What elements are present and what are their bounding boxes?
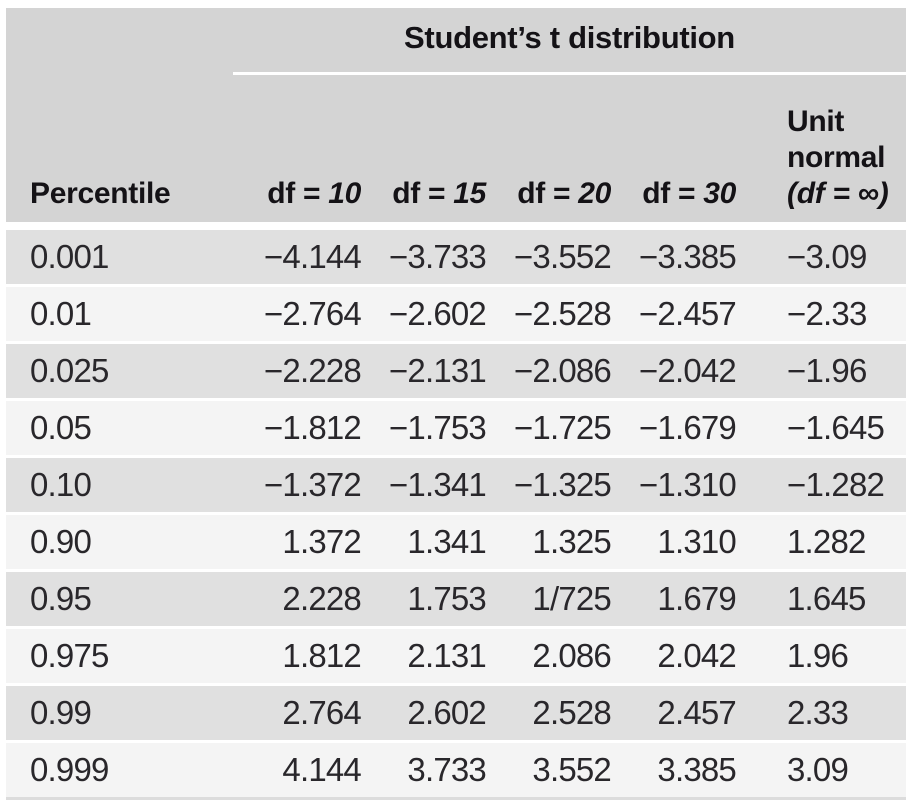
value-cell: −1.753 (388, 409, 487, 446)
value-cell: 1.679 (657, 580, 736, 617)
value-cell: −2.33 (787, 295, 867, 332)
value-cell: 1.325 (532, 523, 611, 560)
table-row: 0.999 4.144 3.733 3.552 3.385 3.09 (6, 743, 906, 797)
value-cell: −1.96 (787, 352, 867, 389)
value-cell: 2.131 (407, 637, 486, 674)
df-value: 20 (578, 177, 611, 210)
equals-sign: = (294, 177, 329, 210)
header-rule (233, 72, 906, 75)
table-title: Student’s t distribution (404, 20, 735, 55)
percentile-cell: 0.999 (30, 751, 109, 788)
value-cell: 2.602 (407, 694, 486, 731)
value-cell: 1.310 (657, 523, 736, 560)
table-body: 0.001 −4.144 −3.733 −3.552 −3.385 −3.09 … (6, 230, 906, 800)
value-cell: 1.341 (407, 523, 486, 560)
value-cell: −2.042 (638, 352, 737, 389)
value-cell: −3.733 (388, 238, 487, 275)
equals-sign: = (419, 177, 454, 210)
table-row: 0.001 −4.144 −3.733 −3.552 −3.385 −3.09 (6, 230, 906, 284)
value-cell: 1.96 (787, 637, 849, 674)
value-cell: −3.09 (787, 238, 867, 275)
value-cell: −2.602 (388, 295, 487, 332)
value-cell: −3.552 (513, 238, 612, 275)
percentile-cell: 0.05 (30, 409, 92, 446)
value-cell: 2.33 (787, 694, 849, 731)
value-cell: −2.764 (263, 295, 362, 332)
table-row: 0.95 2.228 1.753 1/725 1.679 1.645 (6, 572, 906, 626)
value-cell: −1.725 (513, 409, 612, 446)
value-cell: −3.385 (638, 238, 737, 275)
unit-normal-label: Unit normal (787, 105, 886, 174)
value-cell: −4.144 (263, 238, 362, 275)
col-header-df30: df = 30 (611, 176, 736, 212)
value-cell: −1.325 (513, 466, 612, 503)
t-distribution-table: Student’s t distribution Percentile df =… (6, 8, 906, 800)
table-header: Student’s t distribution Percentile df =… (6, 8, 906, 222)
value-cell: 1.812 (282, 637, 361, 674)
value-cell: 1.753 (407, 580, 486, 617)
percentile-cell: 0.975 (30, 637, 109, 674)
df-label: df (392, 177, 420, 210)
df-value: 10 (328, 177, 361, 210)
value-cell: −2.086 (513, 352, 612, 389)
table-row: 0.05 −1.812 −1.753 −1.725 −1.679 −1.645 (6, 401, 906, 455)
value-cell: 2.086 (532, 637, 611, 674)
value-cell: −1.645 (787, 409, 885, 446)
col-header-df15: df = 15 (361, 176, 486, 212)
equals-sign: = (544, 177, 579, 210)
percentile-cell: 0.99 (30, 694, 92, 731)
value-cell: 2.457 (657, 694, 736, 731)
value-cell: −1.679 (638, 409, 737, 446)
value-cell: 3.552 (532, 751, 611, 788)
col-header-df20: df = 20 (486, 176, 611, 212)
value-cell: 3.733 (407, 751, 486, 788)
value-cell: −2.228 (263, 352, 362, 389)
df-label: df (267, 177, 295, 210)
col-header-unit-normal: Unit normal (df = ∞) (736, 104, 906, 212)
value-cell: 3.09 (787, 751, 849, 788)
value-cell: −1.282 (787, 466, 885, 503)
percentile-cell: 0.90 (30, 523, 92, 560)
table-row: 0.975 1.812 2.131 2.086 2.042 1.96 (6, 629, 906, 683)
value-cell: 1.645 (787, 580, 866, 617)
table-row: 0.90 1.372 1.341 1.325 1.310 1.282 (6, 515, 906, 569)
value-cell: 1.282 (787, 523, 866, 560)
df-value: 15 (453, 177, 486, 210)
value-cell: −1.341 (388, 466, 487, 503)
table-row: 0.10 −1.372 −1.341 −1.325 −1.310 −1.282 (6, 458, 906, 512)
unit-normal-df-infinity: (df = ∞) (787, 177, 889, 210)
percentile-cell: 0.95 (30, 580, 92, 617)
df-label: df (517, 177, 545, 210)
value-cell: 3.385 (657, 751, 736, 788)
value-cell: −1.812 (263, 409, 362, 446)
table-row: 0.01 −2.764 −2.602 −2.528 −2.457 −2.33 (6, 287, 906, 341)
percentile-cell: 0.001 (30, 238, 109, 275)
equals-sign: = (669, 177, 704, 210)
percentile-cell: 0.025 (30, 352, 109, 389)
value-cell: −1.372 (263, 466, 362, 503)
value-cell: 2.228 (282, 580, 361, 617)
value-cell: −2.457 (638, 295, 737, 332)
col-header-df10: df = 10 (216, 176, 361, 212)
value-cell: 2.528 (532, 694, 611, 731)
value-cell: 1/725 (532, 580, 611, 617)
col-header-percentile: Percentile (30, 177, 171, 210)
table-row: 0.025 −2.228 −2.131 −2.086 −2.042 −1.96 (6, 344, 906, 398)
value-cell: 4.144 (282, 751, 361, 788)
value-cell: −1.310 (638, 466, 737, 503)
value-cell: −2.131 (388, 352, 487, 389)
value-cell: −2.528 (513, 295, 612, 332)
table-row: 0.99 2.764 2.602 2.528 2.457 2.33 (6, 686, 906, 740)
column-header-row: Percentile df = 10 df = 15 df = 20 df = … (6, 104, 906, 222)
value-cell: 2.764 (282, 694, 361, 731)
percentile-cell: 0.01 (30, 295, 92, 332)
value-cell: 1.372 (282, 523, 361, 560)
df-label: df (642, 177, 670, 210)
value-cell: 2.042 (657, 637, 736, 674)
df-value: 30 (703, 177, 736, 210)
percentile-cell: 0.10 (30, 466, 92, 503)
